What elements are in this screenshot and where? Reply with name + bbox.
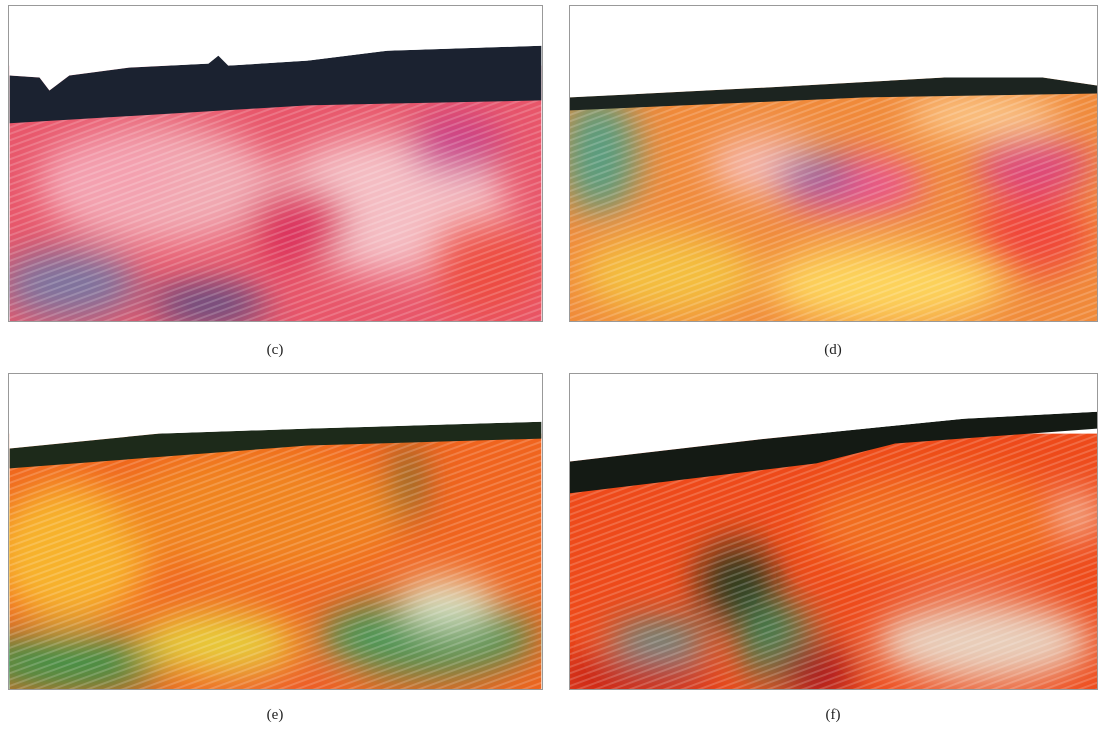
surface-layer <box>9 421 542 469</box>
background-top <box>570 6 1097 98</box>
background-top <box>9 374 542 449</box>
surface-layer <box>570 411 1097 494</box>
background-top <box>570 374 1097 462</box>
caption: (c) <box>266 342 284 358</box>
surface-layer <box>570 77 1097 111</box>
caption: (e) <box>266 707 284 723</box>
micrograph-f <box>569 373 1098 690</box>
micrograph-d <box>569 5 1098 322</box>
micrograph-e <box>8 373 543 690</box>
micrograph-c <box>8 5 543 322</box>
striation <box>9 433 542 689</box>
background-top <box>9 6 542 91</box>
surface-layer <box>9 45 542 124</box>
striation <box>570 65 1097 321</box>
caption: (f) <box>825 707 841 723</box>
caption: (d) <box>824 342 842 358</box>
